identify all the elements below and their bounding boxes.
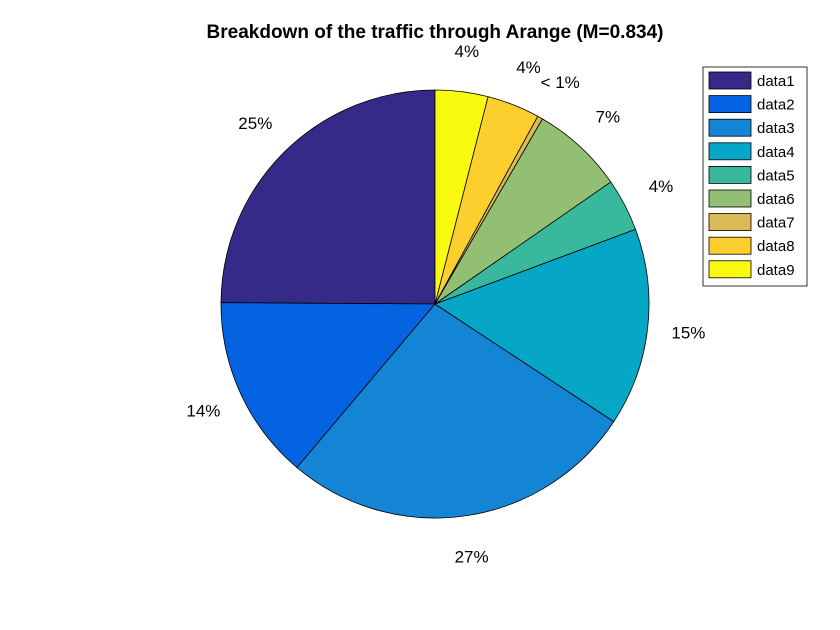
pie-label-data8: 4%: [516, 58, 541, 77]
legend-swatch-data8: [708, 236, 752, 255]
legend-swatch-data4: [708, 142, 752, 161]
pie-slice-data2: [220, 302, 436, 469]
legend-label-data5: data5: [757, 167, 795, 184]
pie-label-data4: 15%: [671, 324, 705, 343]
legend-swatch-data1: [708, 71, 752, 90]
legend-swatch-data2: [708, 95, 752, 113]
pie-slice-data4: [434, 228, 650, 423]
pie-label-data1: 25%: [238, 114, 272, 133]
legend-label-data9: data9: [757, 262, 795, 279]
legend-label-data2: data2: [757, 97, 795, 114]
pie-slices: [220, 89, 650, 519]
legend-swatch-data9: [708, 260, 752, 279]
pie-label-data5: 4%: [649, 177, 674, 196]
pie-label-data7: < 1%: [541, 73, 580, 92]
chart-title: Breakdown of the traffic through Arange …: [207, 22, 664, 43]
pie-labels: 25%14%27%15%4%7%< 1%4%4%: [186, 42, 705, 566]
pie-slice-data1: [220, 89, 436, 305]
legend-label-data7: data7: [757, 215, 795, 232]
pie-label-data9: 4%: [455, 42, 480, 61]
legend-label-data4: data4: [757, 144, 795, 161]
legend-label-data6: data6: [757, 191, 795, 208]
pie-slice-data3: [296, 303, 615, 519]
legend: data1 data2 data3 data4 data5 data6 data7 data8…: [702, 66, 808, 287]
legend-label-data3: data3: [757, 120, 795, 137]
pie-label-data6: 7%: [596, 108, 621, 127]
pie-label-data3: 27%: [455, 547, 489, 566]
legend-label-data1: data1: [757, 73, 795, 90]
legend-swatch-data7: [708, 213, 752, 232]
legend-swatch-data3: [708, 118, 752, 137]
legend-swatch-data6: [708, 189, 752, 208]
pie-label-data2: 14%: [186, 402, 220, 421]
legend-swatch-data5: [708, 165, 752, 184]
pie-slice-data9: [434, 89, 489, 305]
legend-label-data8: data8: [757, 238, 795, 255]
